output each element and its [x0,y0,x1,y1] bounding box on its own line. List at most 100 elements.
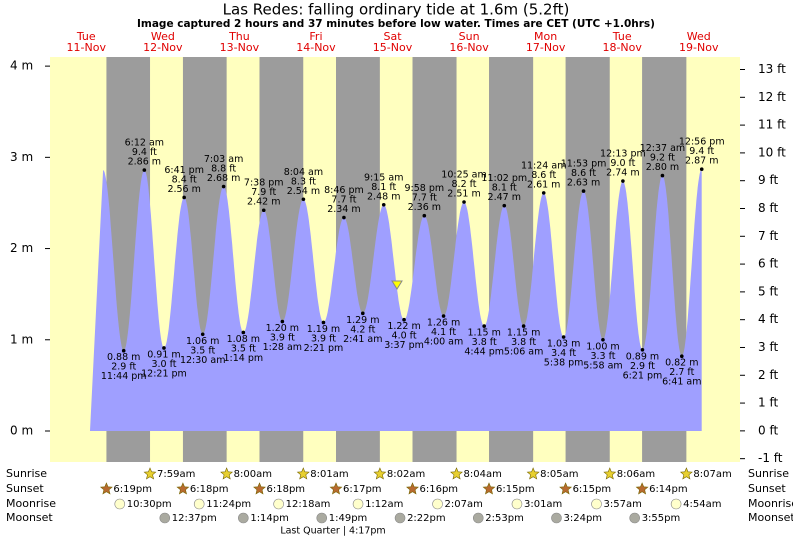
moonset-icon [159,512,171,524]
row-label: Sunset [748,482,786,495]
tide-label: 2.9 ft [630,361,655,372]
moonset-time: 3:24pm [563,513,602,524]
tide-point [441,314,446,318]
sunset-icon [329,482,343,495]
tide-label: 2.51 m [447,189,480,200]
tide-point [162,346,166,350]
y-tick-label: 0 m [10,423,33,437]
tide-label: 1.06 m [186,336,219,347]
tide-label: 5:58 am [583,360,622,371]
tide-label: 7.9 ft [251,187,276,198]
row-label: Sunset [6,482,44,495]
row-label: Moonrise [6,497,56,510]
tide-label: 5:38 pm [544,358,584,369]
tide-label: 7.7 ft [331,195,356,206]
tide-label: 7:38 pm [244,178,284,189]
tide-point [142,168,147,172]
title: Las Redes: falling ordinary tide at 1.6m… [223,1,570,19]
tide-label: 12:30 am [180,355,225,366]
moonrise-time: 2:07am [445,499,483,510]
moonrise-icon [432,498,443,510]
sunset-icon [406,482,419,495]
tide-label: 9.0 ft [610,158,635,169]
y2-tick-label: 11 ft [758,118,786,132]
tide-label: 7:03 am [204,154,243,165]
tide-point [321,320,326,325]
tide-label: 9.4 ft [132,147,157,158]
tide-label: 0.82 m [665,358,698,369]
tide-label: 2.48 m [367,191,400,202]
moonset-time: 12:37pm [172,513,217,524]
day-name: Mon [534,30,557,43]
tide-point [422,213,427,218]
moonset-time: 1:49pm [329,513,368,524]
day-date: 19-Nov [679,41,719,54]
tide-label: 11:44 pm [101,371,147,382]
day-date: 17-Nov [526,41,566,54]
sunset-time: 6:18pm [266,484,305,495]
tide-label: 11:53 pm [561,159,607,170]
moonrise-icon [193,498,205,510]
tide-label: 6:12 am [125,138,164,149]
sunrise-time: 8:07am [693,469,731,480]
tide-label: 1.29 m [346,315,379,326]
sunrise-time: 7:59am [157,469,195,480]
day-date: 14-Nov [296,41,336,54]
tide-label: 2.61 m [527,179,560,190]
y2-tick-label: 7 ft [758,229,778,243]
moonset-time: 2:22pm [407,513,446,524]
tide-point [381,202,386,207]
moonset-time: 3:55pm [642,513,681,524]
sunset-time: 6:15pm [573,484,612,495]
sunset-icon [559,482,573,495]
tide-label: 4:00 am [424,337,463,348]
tide-label: 2:21 pm [304,343,344,354]
tide-label: 2.54 m [287,186,320,197]
tide-point [360,311,365,316]
moonrise-time: 3:57am [604,499,642,510]
sunset-icon [99,482,113,495]
tide-label: 3.8 ft [511,337,536,348]
tide-label: 6:41 pm [164,165,204,176]
day-name: Wed [687,30,711,43]
tide-label: 1.26 m [427,318,460,329]
tide-label: 3:37 pm [384,340,424,351]
y2-tick-label: 1 ft [758,396,778,410]
tide-label: 1.20 m [266,323,299,334]
moonset-icon [629,512,640,524]
moonrise-time: 1:12am [365,499,403,510]
sunset-icon [176,482,190,495]
tide-point [182,195,186,200]
sunrise-icon [143,467,157,480]
y2-tick-label: -1 ft [758,451,783,465]
tide-label: 1.03 m [547,339,580,350]
moonrise-icon [511,498,523,510]
tide-label: 2.42 m [247,197,280,208]
sunset-time: 6:15pm [496,484,535,495]
tide-point [561,335,566,339]
tide-point [462,200,466,204]
tide-point [280,319,285,324]
moonrise-time: 3:01am [524,499,562,510]
sunrise-time: 8:05am [540,469,578,480]
day-date: 16-Nov [449,41,489,54]
y2-tick-label: 6 ft [758,257,778,271]
moonrise-icon [114,498,126,510]
tide-label: 1:28 am [263,342,302,353]
tide-label: 4.2 ft [350,324,375,335]
tide-label: 2.87 m [685,156,718,167]
moonset-icon [472,512,484,524]
tide-label: 1.15 m [467,328,500,339]
tide-label: 8.2 ft [452,179,477,190]
tide-label: 11:24 am [521,160,566,171]
row-label: Moonrise [748,497,793,510]
tide-point [241,330,246,335]
tide-label: 2.9 ft [111,362,136,373]
tide-label: 12:56 pm [679,137,725,148]
day-date: 15-Nov [373,41,413,54]
tide-label: 4:44 pm [464,347,504,358]
sunrise-icon [679,467,693,480]
tide-label: 8.6 ft [531,170,556,181]
tide-label: 7.7 ft [412,193,437,204]
